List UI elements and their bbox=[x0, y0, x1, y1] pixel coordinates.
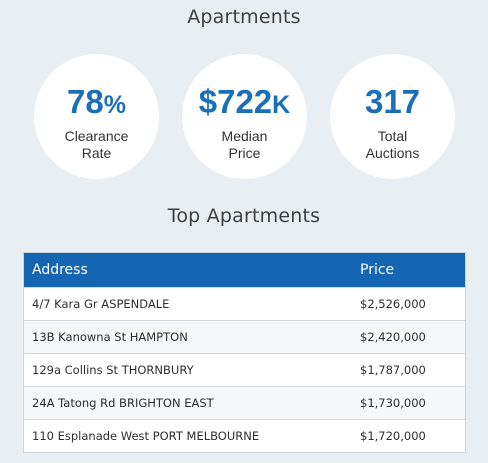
clearance-rate-suffix: % bbox=[103, 91, 126, 119]
top-apartments-table: Address Price 4/7 Kara Gr ASPENDALE $2,5… bbox=[23, 252, 466, 453]
address-column-header: Address bbox=[32, 262, 88, 278]
row-price: $1,720,000 bbox=[360, 429, 426, 443]
row-address: 4/7 Kara Gr ASPENDALE bbox=[32, 297, 170, 311]
row-address: 13B Kanowna St HAMPTON bbox=[32, 330, 188, 344]
total-auctions-number: 317 bbox=[364, 83, 421, 120]
clearance-rate-label: Clearance Rate bbox=[34, 128, 159, 162]
total-auctions-stat: 317 Total Auctions bbox=[330, 54, 455, 179]
clearance-rate-label-line1: Clearance bbox=[64, 128, 129, 144]
clearance-rate-label-line2: Rate bbox=[81, 145, 112, 161]
median-price-value: $722K bbox=[182, 84, 307, 123]
top-apartments-title: Top Apartments bbox=[167, 205, 321, 227]
row-price: $2,420,000 bbox=[360, 330, 426, 344]
median-price-label-line1: Median bbox=[221, 128, 268, 144]
median-price-suffix: K bbox=[272, 91, 291, 119]
table-row: 24A Tatong Rd BRIGHTON EAST $1,730,000 bbox=[24, 386, 465, 419]
median-price-number: $722 bbox=[198, 83, 273, 120]
table-row: 13B Kanowna St HAMPTON $2,420,000 bbox=[24, 320, 465, 353]
median-price-label-line2: Price bbox=[228, 145, 261, 161]
clearance-rate-stat: 78% Clearance Rate bbox=[34, 54, 159, 179]
total-auctions-label-line1: Total bbox=[377, 128, 408, 144]
apartments-title: Apartments bbox=[187, 6, 301, 28]
total-auctions-label-line2: Auctions bbox=[365, 145, 420, 161]
table-row: 4/7 Kara Gr ASPENDALE $2,526,000 bbox=[24, 287, 465, 320]
row-address: 129a Collins St THORNBURY bbox=[32, 363, 194, 377]
table-row: 110 Esplanade West PORT MELBOURNE $1,720… bbox=[24, 419, 465, 452]
clearance-rate-value: 78% bbox=[34, 84, 159, 123]
median-price-label: Median Price bbox=[182, 128, 307, 162]
median-price-stat: $722K Median Price bbox=[182, 54, 307, 179]
total-auctions-label: Total Auctions bbox=[330, 128, 455, 162]
price-column-header: Price bbox=[360, 262, 395, 278]
total-auctions-value: 317 bbox=[330, 84, 455, 123]
row-address: 110 Esplanade West PORT MELBOURNE bbox=[32, 429, 260, 443]
row-price: $2,526,000 bbox=[360, 297, 426, 311]
row-price: $1,730,000 bbox=[360, 396, 426, 410]
clearance-rate-number: 78 bbox=[67, 83, 104, 120]
row-price: $1,787,000 bbox=[360, 363, 426, 377]
table-row: 129a Collins St THORNBURY $1,787,000 bbox=[24, 353, 465, 386]
table-header: Address Price bbox=[24, 253, 465, 287]
row-address: 24A Tatong Rd BRIGHTON EAST bbox=[32, 396, 214, 410]
